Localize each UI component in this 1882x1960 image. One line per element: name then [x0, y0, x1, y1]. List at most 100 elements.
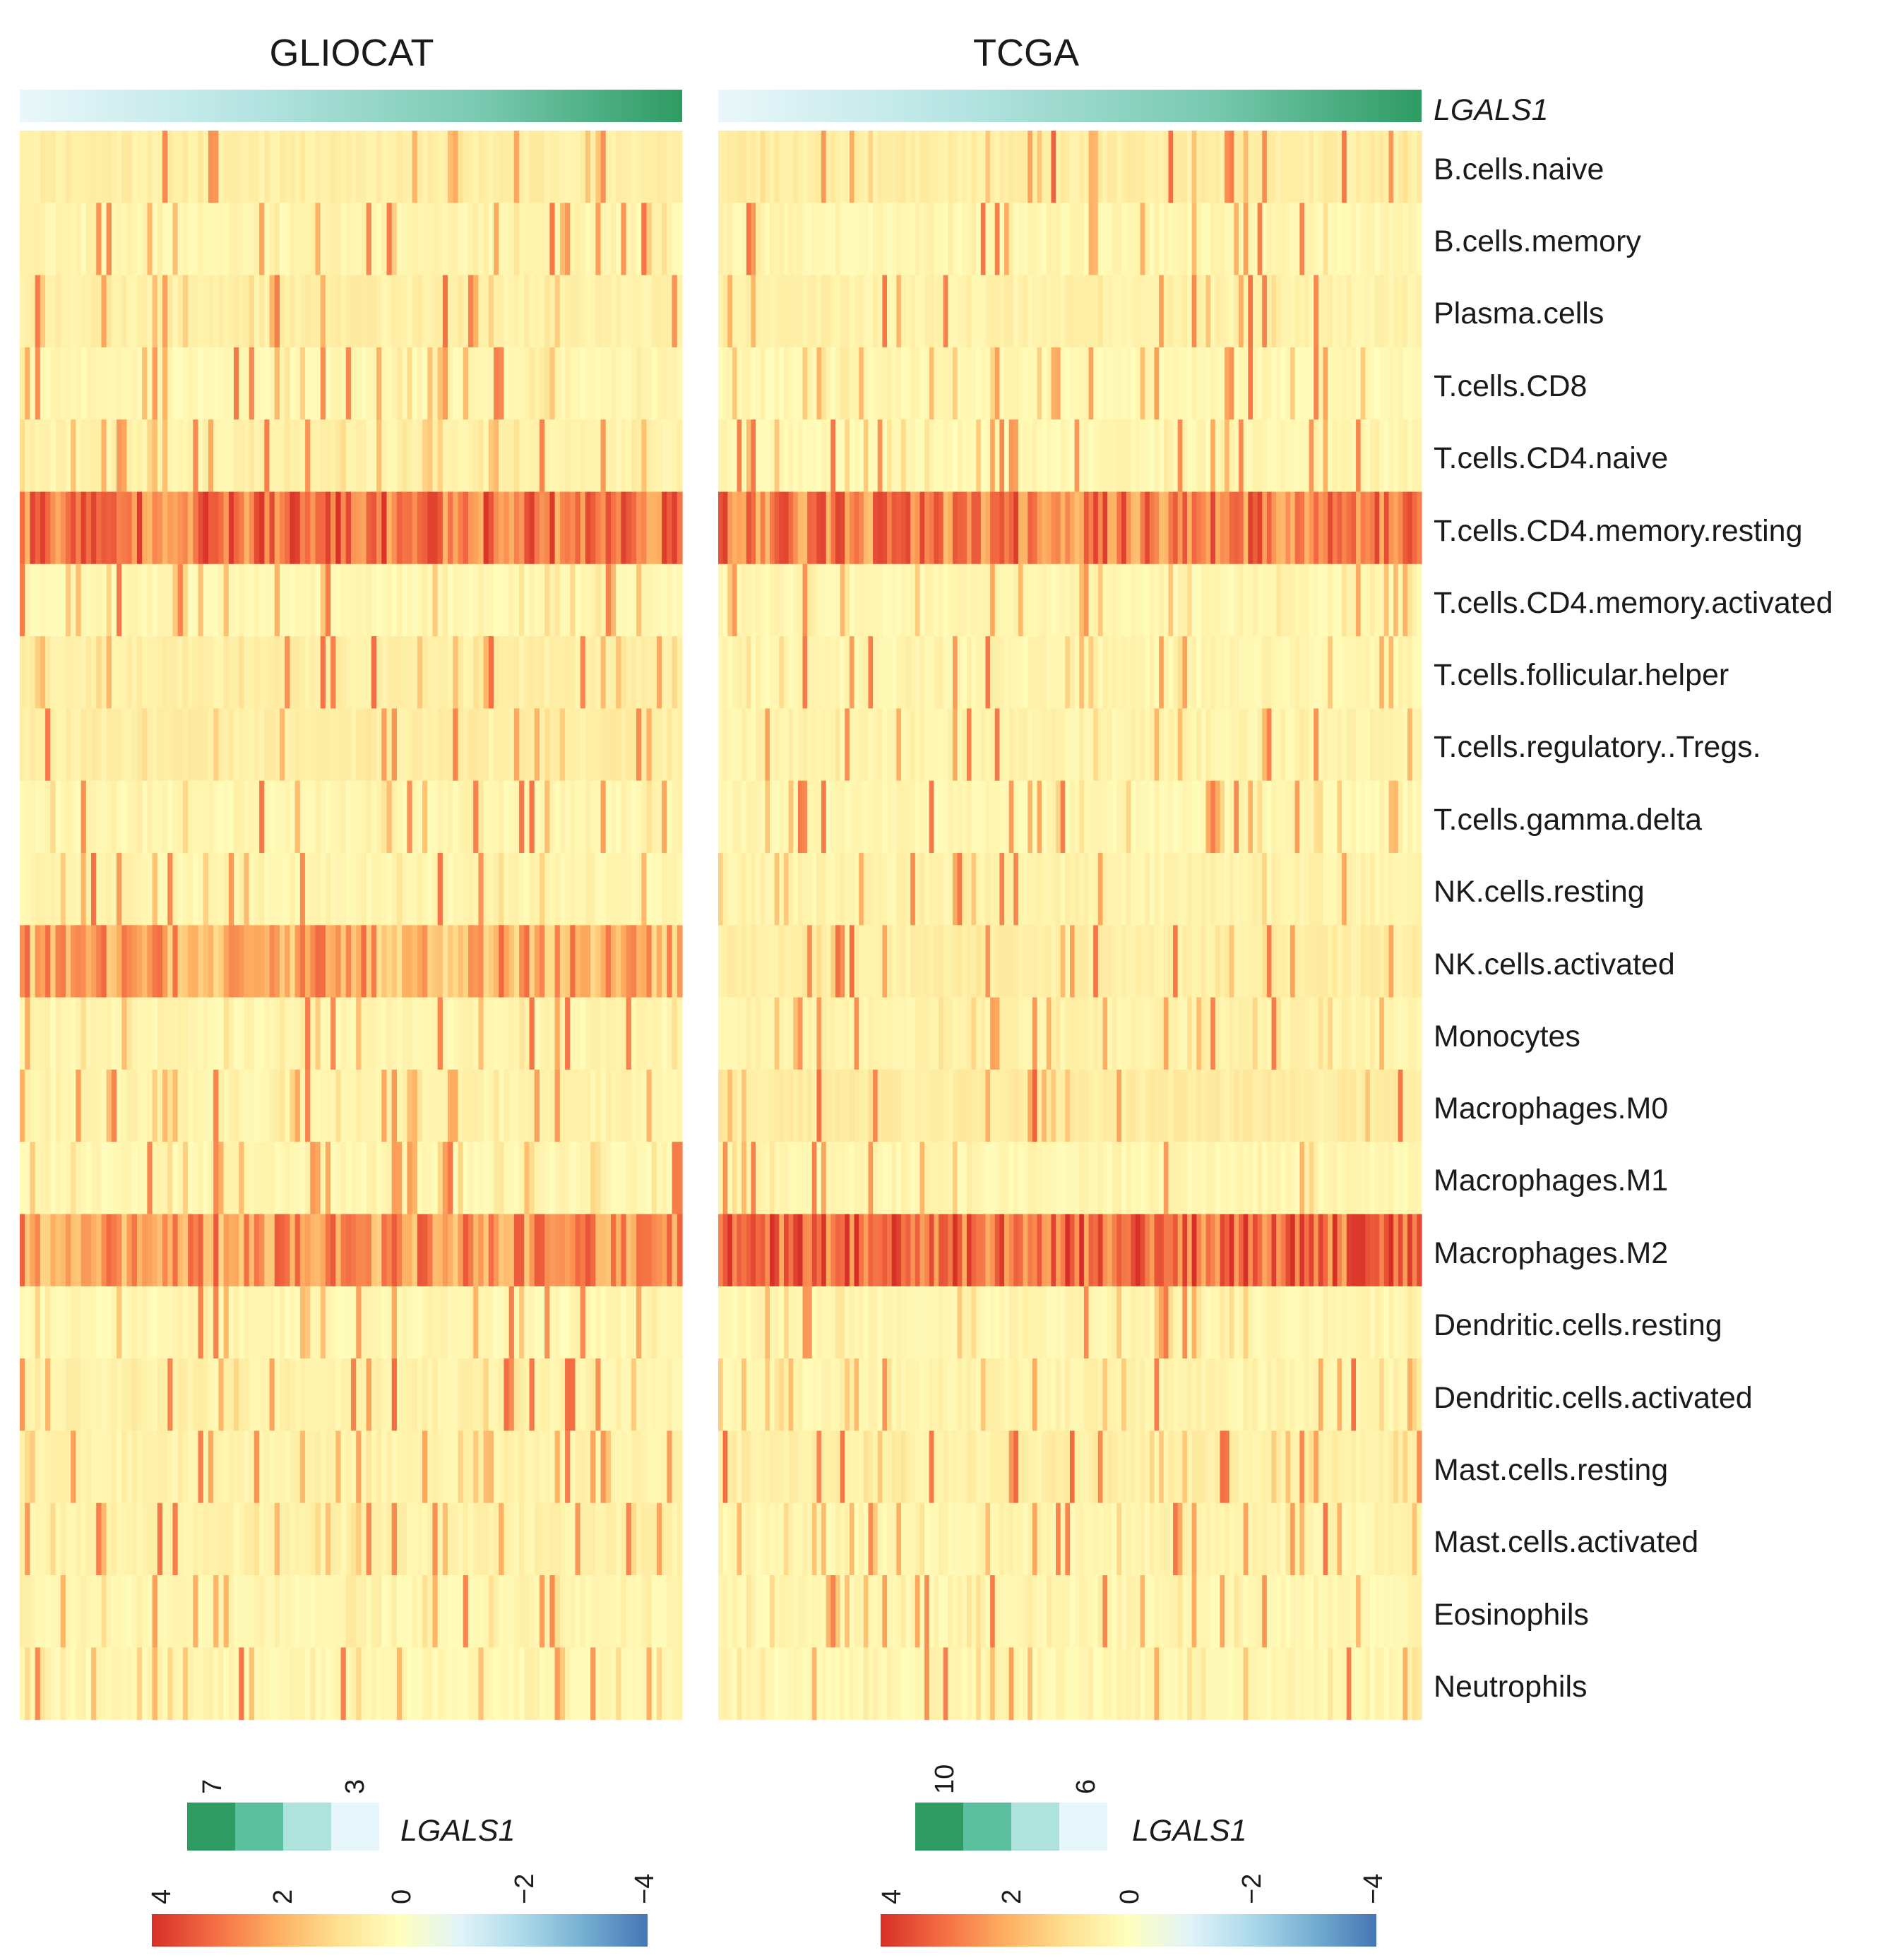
- heatmap-cell: [126, 1430, 133, 1504]
- heatmap-cell: [325, 491, 331, 565]
- heatmap-cell: [147, 708, 153, 782]
- heatmap-cell: [718, 853, 724, 926]
- heatmap-cell: [366, 1286, 372, 1359]
- heatmap-cell: [249, 1142, 255, 1215]
- heatmap-cell: [376, 708, 382, 782]
- heatmap-cell: [320, 1647, 326, 1721]
- heatmap-cell: [167, 131, 174, 203]
- heatmap-cell: [1112, 347, 1117, 420]
- heatmap-cell: [1402, 853, 1408, 926]
- heatmap-cell: [483, 1069, 489, 1142]
- heatmap-cell: [1369, 419, 1376, 493]
- heatmap-cell: [631, 131, 637, 203]
- heatmap-cell: [529, 1575, 535, 1648]
- heatmap-cell: [816, 491, 822, 565]
- heatmap-cell: [595, 925, 602, 998]
- heatmap-cell: [208, 1142, 214, 1215]
- heatmap-cell: [131, 1430, 138, 1504]
- heatmap-cell: [840, 1069, 845, 1142]
- heatmap-cell: [330, 853, 336, 926]
- heatmap-cell: [539, 1142, 545, 1215]
- heatmap-cell: [467, 419, 474, 493]
- heatmap-cell: [81, 1575, 87, 1648]
- heatmap-cell: [25, 708, 31, 782]
- heatmap-cell: [412, 1286, 418, 1359]
- heatmap-cell: [896, 563, 902, 637]
- heatmap-cell: [147, 853, 153, 926]
- heatmap-cell: [924, 780, 930, 854]
- heatmap-cell: [1328, 203, 1333, 276]
- heatmap-cell: [65, 925, 71, 998]
- heatmap-cell: [1323, 131, 1328, 203]
- heatmap-cell: [990, 419, 996, 493]
- heatmap-cell: [412, 853, 418, 926]
- heatmap-cell: [1215, 925, 1221, 998]
- heatmap-cell: [1290, 925, 1296, 998]
- heatmap-cell: [81, 1502, 87, 1576]
- heatmap-cell: [830, 347, 836, 420]
- heatmap-cell: [463, 1142, 469, 1215]
- heatmap-cell: [177, 708, 184, 782]
- heatmap-cell: [299, 780, 306, 854]
- heatmap-cell: [182, 708, 189, 782]
- heatmap-cell: [915, 708, 921, 782]
- heatmap-cell: [310, 1430, 316, 1504]
- heatmap-cell: [1304, 708, 1310, 782]
- heatmap-cell: [585, 347, 591, 420]
- heatmap-cell: [924, 275, 930, 348]
- heatmap-cell: [1145, 708, 1150, 782]
- heatmap-cell: [45, 275, 51, 348]
- heatmap-cell: [208, 1575, 214, 1648]
- heatmap-cell: [1337, 853, 1342, 926]
- heatmap-cell: [1383, 419, 1390, 493]
- heatmap-cell: [264, 203, 270, 276]
- heatmap-cell: [905, 419, 911, 493]
- heatmap-cell: [605, 419, 612, 493]
- heatmap-cell: [228, 1430, 234, 1504]
- heatmap-cell: [499, 419, 505, 493]
- heatmap-cell: [91, 925, 97, 998]
- heatmap-cell: [919, 853, 925, 926]
- heatmap-cell: [351, 1142, 357, 1215]
- heatmap-cell: [167, 275, 174, 348]
- heatmap-cell: [595, 1069, 602, 1142]
- heatmap-cell: [924, 853, 930, 926]
- heatmap-cell: [811, 563, 818, 637]
- heatmap-cell: [458, 563, 464, 637]
- heatmap-cell: [320, 997, 326, 1070]
- heatmap-cell: [1351, 853, 1357, 926]
- heatmap-cell: [131, 491, 138, 565]
- heatmap-cell: [386, 708, 393, 782]
- heatmap-cell: [325, 780, 331, 854]
- heatmap-cell: [900, 419, 907, 493]
- heatmap-cell: [621, 1430, 627, 1504]
- heatmap-cell: [807, 780, 813, 854]
- heatmap-cell: [152, 419, 158, 493]
- heatmap-cell: [152, 1647, 158, 1721]
- heatmap-cell: [845, 925, 850, 998]
- heatmap-cell: [254, 708, 260, 782]
- heatmap-cell: [488, 853, 494, 926]
- heatmap-cell: [467, 1286, 474, 1359]
- heatmap-cell: [366, 780, 372, 854]
- heatmap-cell: [188, 563, 193, 637]
- heatmap-cell: [1023, 1069, 1028, 1142]
- heatmap-cell: [182, 131, 189, 203]
- heatmap-cell: [407, 491, 413, 565]
- heatmap-cell: [65, 203, 71, 276]
- heatmap-cell: [1145, 853, 1150, 926]
- heatmap-cell: [182, 1502, 189, 1576]
- heatmap-cell: [1065, 780, 1071, 854]
- heatmap-cell: [131, 636, 138, 709]
- heatmap-cell: [330, 563, 336, 637]
- heatmap-cell: [779, 491, 785, 565]
- heatmap-cell: [610, 1575, 617, 1648]
- heatmap-cell: [488, 563, 494, 637]
- heatmap-cell: [1342, 636, 1347, 709]
- heatmap-cell: [1168, 853, 1174, 926]
- heatmap-cell: [1388, 925, 1394, 998]
- heatmap-cell: [249, 419, 255, 493]
- heatmap-cell: [549, 563, 556, 637]
- heatmap-cell: [106, 347, 112, 420]
- heatmap-cell: [656, 131, 662, 203]
